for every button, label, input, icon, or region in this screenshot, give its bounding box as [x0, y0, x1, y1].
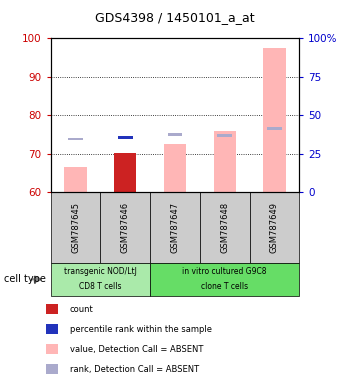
Bar: [118, 136, 133, 139]
Text: percentile rank within the sample: percentile rank within the sample: [70, 324, 212, 334]
Text: in vitro cultured G9C8: in vitro cultured G9C8: [182, 267, 267, 276]
Text: GDS4398 / 1450101_a_at: GDS4398 / 1450101_a_at: [95, 11, 255, 24]
Text: GSM787648: GSM787648: [220, 202, 229, 253]
Bar: [168, 133, 182, 136]
Text: GSM787646: GSM787646: [121, 202, 130, 253]
Bar: [214, 131, 236, 192]
Text: cell type: cell type: [4, 274, 46, 285]
Bar: [114, 153, 136, 192]
Bar: [68, 137, 83, 140]
Text: GSM787647: GSM787647: [170, 202, 180, 253]
Text: rank, Detection Call = ABSENT: rank, Detection Call = ABSENT: [70, 364, 199, 374]
Text: GSM787649: GSM787649: [270, 202, 279, 253]
Text: GSM787645: GSM787645: [71, 202, 80, 253]
Bar: [217, 134, 232, 136]
Text: transgenic NOD/LtJ: transgenic NOD/LtJ: [64, 267, 137, 276]
Text: clone T cells: clone T cells: [201, 282, 248, 291]
Bar: [267, 127, 282, 130]
Bar: [164, 144, 186, 192]
Bar: [263, 48, 286, 192]
Text: count: count: [70, 305, 94, 314]
Text: value, Detection Call = ABSENT: value, Detection Call = ABSENT: [70, 344, 203, 354]
Text: CD8 T cells: CD8 T cells: [79, 282, 122, 291]
Bar: [64, 167, 87, 192]
